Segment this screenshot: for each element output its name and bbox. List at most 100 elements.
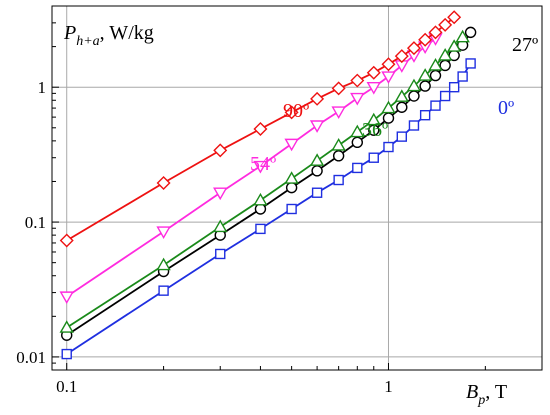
series-1-point [351,136,364,149]
series-2-point [309,153,325,166]
axis-ticks: 0.1 1 0.01 0.1 1 [16,22,486,396]
series-label-90: 90º [283,100,309,122]
plot-frame [51,5,543,371]
series-4-point [394,49,409,64]
series-4-point [438,17,453,32]
series-label-54: 54º [250,153,276,175]
series-4-point [406,41,421,56]
x-axis-title-symbol: B [466,381,478,403]
series-3-point [350,92,365,106]
series-3-point [309,120,325,133]
series-4-point [213,143,228,158]
series-0-point [383,141,394,153]
series-3-point [253,160,268,174]
series-3-point [331,106,346,119]
series-2-point [446,39,462,52]
series-4-line [66,16,455,242]
series-0-point [396,131,408,142]
series-3-point [381,71,396,84]
series-1-point [285,181,298,194]
series-0-point [311,187,323,198]
series-3-point [366,81,381,95]
series-0-point [368,152,379,163]
series-label-27: 27º [512,34,538,56]
series-layer [59,10,477,360]
series-3-point [213,187,228,201]
series-1-point [408,90,420,102]
series-1-line [66,31,472,336]
series-2-point [381,100,396,114]
series-4 [59,10,462,248]
series-2-point [455,29,470,43]
series-4-point [310,91,325,106]
series-3-point [156,226,171,239]
series-2-point [437,48,453,61]
series-0-point [215,248,226,260]
series-1-point [419,80,431,92]
series-0-point [457,71,468,82]
y-axis-title: Ph+a, W/kg [63,22,154,49]
series-4-point [284,105,299,120]
series-0-point [333,174,344,186]
series-2-point [156,257,171,271]
series-0-line [66,62,472,355]
x-axis-title-unit: , T [485,381,507,403]
series-4-point [418,32,433,47]
series-4-point [381,57,396,72]
x-axis-title-subscript: p [477,393,485,408]
series-0-point [465,58,476,69]
series-label-36: 36º [362,119,388,141]
series-1-point [396,101,408,113]
series-2 [59,29,470,333]
series-1 [61,26,477,341]
series-4-point [253,121,268,136]
series-4-point [366,65,381,80]
series-0-point [158,285,169,296]
series-2-point [213,219,228,233]
y-axis-title-unit: , W/kg [100,22,154,44]
series-0-point [61,348,72,360]
series-2-point [331,138,346,151]
x-axis-title: Bp, T [466,381,507,408]
series-4-point [331,81,346,96]
series-0-point [448,81,460,93]
series-2-point [253,192,268,206]
y-axis-title-subscript: h+a [76,34,99,49]
series-3-point [59,291,74,305]
series-2-point [366,112,381,126]
series-2-line [66,36,464,329]
series-2-point [350,124,365,138]
series-0-point [419,109,431,121]
series-3-point [284,138,299,152]
series-4-point [59,233,74,248]
series-2-point [428,58,443,71]
series-0 [61,58,476,360]
series-0-point [430,100,441,111]
y-axis-title-symbol: P [63,22,76,44]
series-2-point [284,171,299,184]
series-0-point [286,203,297,215]
series-1-point [311,165,323,177]
series-0-point [439,90,451,102]
y-tick-label: 1 [38,78,47,97]
series-2-point [394,89,410,102]
series-1-point [464,26,477,39]
series-2-point [417,68,433,81]
series-4-point [156,175,171,190]
series-2-point [59,320,74,333]
x-tick-label: 1 [384,377,393,396]
y-tick-label: 0.1 [25,213,46,232]
series-1-point [429,69,442,82]
series-4-point [447,10,462,25]
series-0-point [408,120,420,131]
y-tick-label: 0.01 [16,348,46,367]
series-0-point [255,223,266,235]
series-4-point [428,25,443,40]
series-1-point [332,150,345,162]
series-label-0: 0º [498,97,514,119]
series-4-point [350,73,365,88]
series-0-point [352,162,363,174]
series-2-point [406,78,422,92]
x-tick-label: 0.1 [56,377,77,396]
